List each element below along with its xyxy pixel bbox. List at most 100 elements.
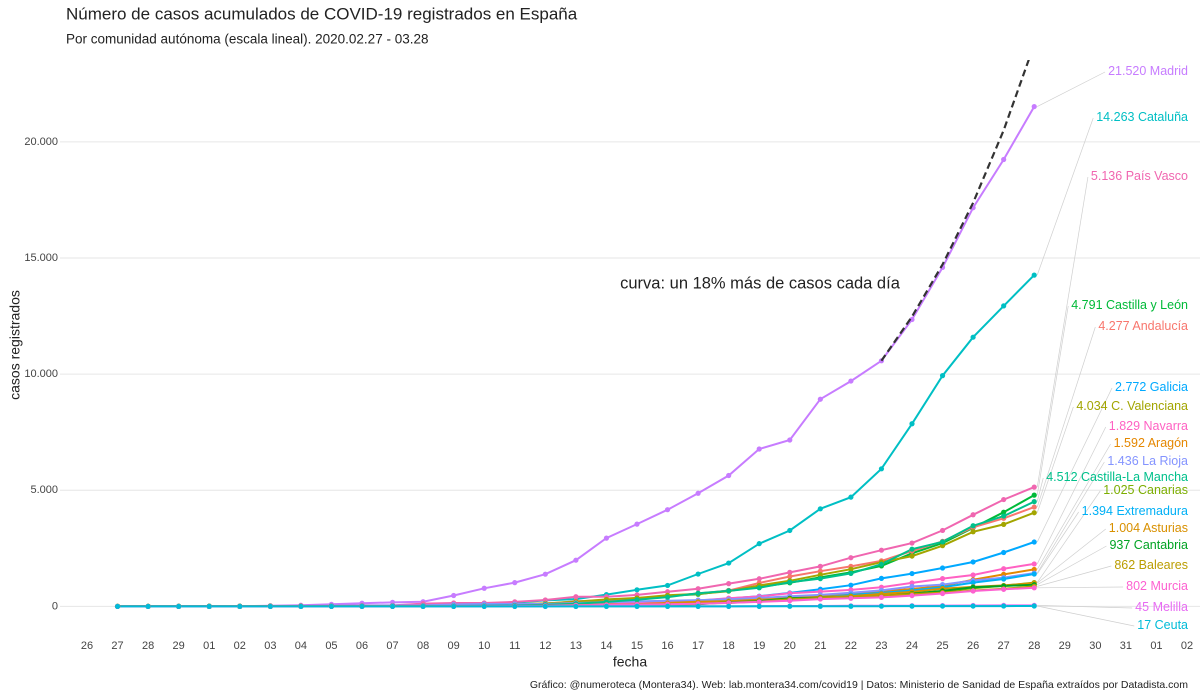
point xyxy=(817,563,823,569)
point xyxy=(878,561,885,567)
point xyxy=(939,543,946,549)
x-tick-label: 25 xyxy=(936,640,948,652)
point xyxy=(970,559,976,565)
end-label: 1.394 Extremadura xyxy=(1082,504,1188,518)
y-tick-label: 20.000 xyxy=(24,136,58,148)
point xyxy=(848,378,854,384)
point xyxy=(1031,510,1037,516)
point xyxy=(817,396,823,402)
point xyxy=(1001,603,1007,609)
point xyxy=(848,566,854,572)
end-label: 45 Melilla xyxy=(1135,600,1188,614)
x-tick-label: 11 xyxy=(509,640,520,652)
x-tick-label: 19 xyxy=(753,640,765,652)
x-tick-label: 30 xyxy=(1089,640,1101,652)
point xyxy=(787,527,793,534)
point xyxy=(909,421,915,427)
leader-line xyxy=(1037,605,1135,627)
series-name: Ceuta xyxy=(1155,618,1188,632)
point xyxy=(970,580,976,586)
end-label: 1.436 La Rioja xyxy=(1107,454,1188,468)
point xyxy=(695,490,701,496)
point xyxy=(1001,509,1007,515)
point xyxy=(695,586,701,592)
point xyxy=(420,603,426,610)
point xyxy=(542,571,548,577)
point xyxy=(298,603,304,610)
point xyxy=(848,570,854,576)
x-tick-label: 13 xyxy=(570,640,582,652)
point xyxy=(1031,566,1037,573)
x-tick-label: 08 xyxy=(417,640,429,652)
point xyxy=(389,603,396,610)
end-value: 14.263 xyxy=(1096,110,1134,124)
x-tick-label: 27 xyxy=(998,640,1010,652)
leader-line xyxy=(1037,71,1106,107)
end-value: 4.512 xyxy=(1046,470,1077,484)
point xyxy=(817,576,823,582)
end-value: 5.136 xyxy=(1091,169,1122,183)
point xyxy=(1001,576,1007,582)
point xyxy=(481,585,487,591)
end-value: 937 xyxy=(1109,538,1130,552)
point xyxy=(878,575,885,581)
series-name: C. Valenciana xyxy=(1111,399,1188,413)
point xyxy=(787,598,793,604)
end-value: 4.791 xyxy=(1071,298,1102,312)
point xyxy=(603,603,610,609)
series-name: Navarra xyxy=(1144,419,1189,433)
point xyxy=(1001,549,1007,556)
point xyxy=(970,529,976,535)
point xyxy=(512,603,518,610)
x-tick-label: 09 xyxy=(448,640,460,652)
point xyxy=(359,603,365,610)
point xyxy=(939,603,946,609)
point xyxy=(726,581,732,587)
leader-line xyxy=(1036,406,1074,513)
x-tick-label: 28 xyxy=(1028,640,1040,652)
leader-line xyxy=(1036,511,1079,575)
point xyxy=(664,594,671,600)
point xyxy=(909,316,915,323)
end-label: 862 Baleares xyxy=(1114,558,1188,572)
point xyxy=(939,527,946,534)
series-name: Canarias xyxy=(1138,483,1188,497)
chart-title: Número de casos acumulados de COVID-19 r… xyxy=(66,4,578,23)
point xyxy=(726,588,732,594)
leader-line xyxy=(1037,545,1107,585)
leader-line xyxy=(1036,176,1089,488)
y-tick-label: 5.000 xyxy=(30,484,58,496)
point xyxy=(634,587,640,593)
y-axis-title: casos registrados xyxy=(7,290,23,400)
point xyxy=(451,592,457,599)
x-tick-label: 28 xyxy=(142,640,154,652)
point xyxy=(1001,156,1007,163)
leader-line xyxy=(1037,586,1124,589)
series-name: Melilla xyxy=(1153,600,1188,614)
end-value: 4.034 xyxy=(1076,399,1107,413)
point xyxy=(817,572,823,578)
point xyxy=(481,603,487,610)
point xyxy=(726,560,732,566)
point xyxy=(848,595,854,601)
point xyxy=(634,521,640,527)
x-tick-label: 16 xyxy=(661,640,673,652)
end-value: 4.277 xyxy=(1098,319,1129,333)
leader-line xyxy=(1036,326,1096,508)
point xyxy=(756,603,762,609)
point xyxy=(848,555,854,561)
x-tick-label: 14 xyxy=(600,640,612,652)
point xyxy=(267,603,273,610)
leader-line xyxy=(1036,461,1105,574)
point xyxy=(787,573,793,580)
y-tick-label: 10.000 xyxy=(24,368,58,380)
point xyxy=(512,580,518,586)
end-label: 5.136 País Vasco xyxy=(1091,169,1188,183)
end-value: 1.025 xyxy=(1103,483,1134,497)
end-label: 802 Murcia xyxy=(1126,579,1188,593)
point xyxy=(787,437,793,443)
point xyxy=(1031,603,1037,609)
y-tick-label: 15.000 xyxy=(24,252,58,264)
point xyxy=(1031,504,1037,510)
x-tick-label: 04 xyxy=(295,640,307,652)
